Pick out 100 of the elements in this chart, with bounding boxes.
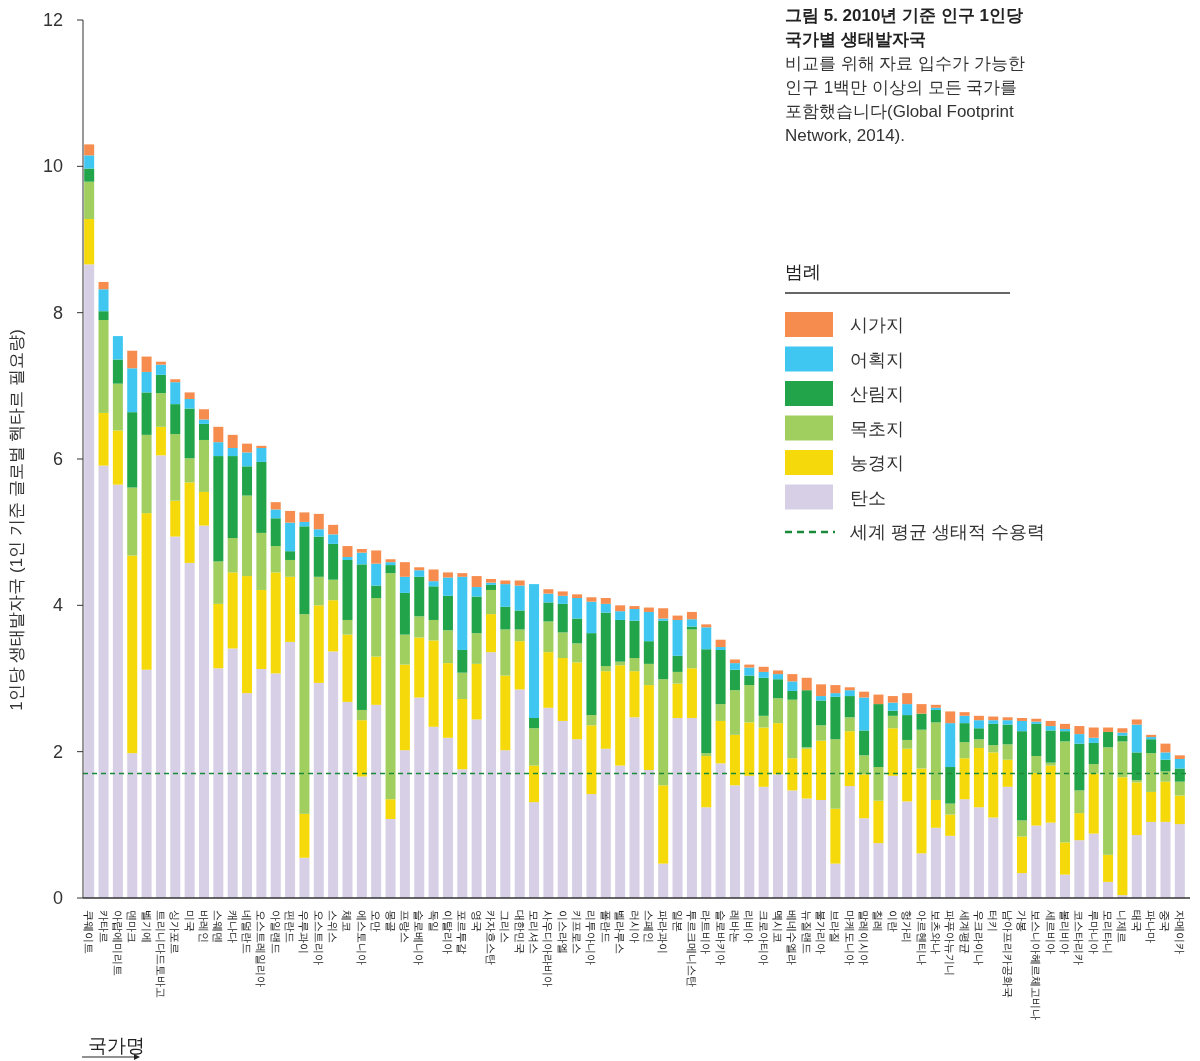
x-tick-label: 스페인 [642, 910, 655, 943]
bar [973, 715, 984, 721]
bar [658, 618, 669, 621]
legend-label: 산림지 [850, 384, 904, 404]
bar [973, 739, 984, 749]
bar [198, 525, 209, 898]
bar [959, 742, 970, 759]
bar [930, 827, 941, 898]
legend-label: 세계 평균 생태적 수용력 [850, 522, 1046, 542]
bar [242, 452, 253, 467]
bar [227, 538, 238, 573]
bar [1174, 824, 1185, 898]
bar [988, 752, 999, 818]
x-tick-label: 코스타리카 [1073, 910, 1086, 965]
bar [1016, 820, 1027, 837]
bar [844, 696, 855, 718]
bar [1060, 842, 1071, 875]
bar [1117, 741, 1128, 778]
bar [844, 731, 855, 787]
bar [672, 619, 683, 656]
bar [959, 799, 970, 898]
bar [1002, 759, 1013, 787]
bar [1045, 730, 1056, 763]
bar [744, 675, 755, 686]
bar [859, 697, 870, 731]
bar [844, 687, 855, 691]
bar [1174, 768, 1185, 782]
bar [1103, 731, 1114, 748]
bar [830, 808, 841, 864]
bar [198, 409, 209, 420]
x-tick-label: 루마니아 [1087, 910, 1100, 954]
bar [371, 704, 382, 898]
bar [658, 679, 669, 786]
bar [328, 600, 339, 652]
bar [744, 664, 755, 668]
bar [399, 664, 410, 751]
bar [256, 461, 267, 533]
bar [1045, 822, 1056, 898]
bar [902, 748, 913, 802]
bar [844, 717, 855, 732]
bar [98, 289, 109, 312]
bar [830, 696, 841, 740]
x-tick-label: 브라질 [829, 910, 842, 943]
bar [371, 563, 382, 586]
bar [356, 552, 367, 565]
bar [299, 512, 310, 522]
bar [313, 682, 324, 898]
bar [227, 456, 238, 539]
bar [557, 595, 568, 604]
bar [1074, 726, 1085, 735]
bar [141, 356, 152, 372]
bar [313, 536, 324, 577]
bar [773, 723, 784, 775]
bar [1117, 732, 1128, 736]
bar [643, 611, 654, 642]
bar [442, 663, 453, 738]
bar [84, 168, 95, 182]
bar [615, 665, 626, 766]
x-tick-label: 핀란드 [284, 910, 297, 943]
x-tick-label: 싱가포르 [169, 910, 182, 954]
bar [457, 649, 468, 673]
bar [1088, 727, 1099, 738]
x-tick-label: 멕시코 [772, 910, 785, 943]
bar [270, 509, 281, 519]
bar [758, 671, 769, 678]
x-tick-label: 미국 [183, 910, 196, 932]
bar [270, 572, 281, 674]
bar [514, 580, 525, 586]
bar [342, 557, 353, 560]
bar [859, 691, 870, 698]
bar [873, 843, 884, 898]
bar [328, 651, 339, 898]
bar [84, 181, 95, 220]
x-tick-label: 아일랜드 [269, 910, 282, 954]
bar [500, 675, 511, 751]
bar [887, 728, 898, 776]
x-tick-label: 세계평균 [958, 910, 971, 954]
bar [1074, 813, 1085, 841]
bar [414, 576, 425, 617]
bar [127, 368, 138, 413]
x-tick-label: 뉴질랜드 [800, 910, 813, 954]
legend-label: 목초지 [850, 418, 904, 439]
x-tick-label: 파나마 [1145, 910, 1158, 943]
bar [84, 155, 95, 169]
bar [572, 618, 583, 644]
bar [1146, 739, 1157, 754]
bar [902, 704, 913, 716]
bar [945, 814, 956, 836]
bar [988, 723, 999, 746]
bar [371, 598, 382, 657]
x-tick-label: 세르비아 [1044, 910, 1057, 954]
bar [887, 702, 898, 711]
bar [98, 281, 109, 290]
bar [184, 562, 195, 898]
bar [1002, 744, 1013, 760]
bar [1131, 724, 1142, 753]
x-tick-label: 볼리비아 [1059, 910, 1072, 954]
text: 비교를 위해 자료 입수가 가능한 인구 1백만 이상의 모든 국가를 포함했습니다(Global Footprint Network, 2014). [785, 53, 1026, 147]
x-tick-label: 카타르 [97, 910, 110, 943]
bar [313, 513, 324, 530]
